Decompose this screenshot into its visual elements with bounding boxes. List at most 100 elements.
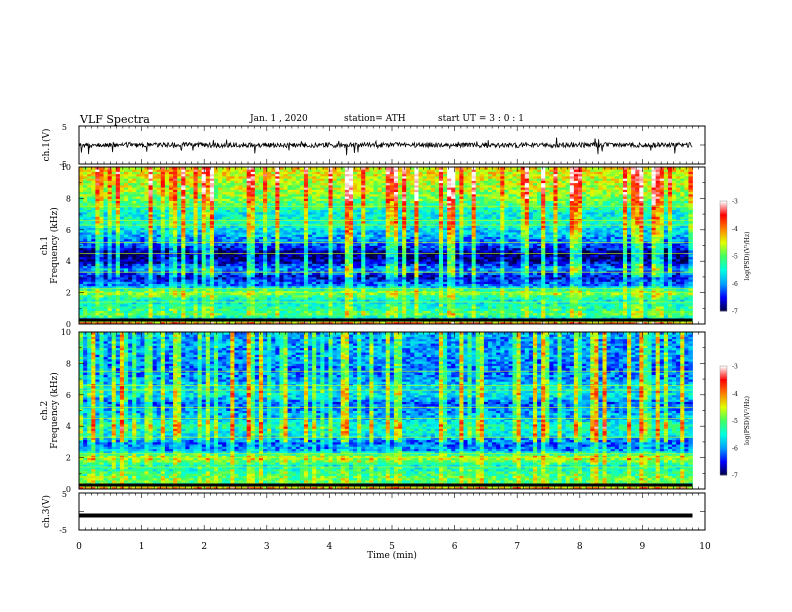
spectrogram-cell	[598, 306, 602, 309]
spectrogram-cell	[296, 297, 300, 300]
spectrogram-cell	[157, 275, 161, 278]
spectrogram-cell	[263, 313, 267, 316]
spectrogram-cell	[664, 313, 668, 316]
spectrogram-cell	[525, 266, 529, 269]
spectrogram-cell	[259, 275, 263, 278]
spectrogram-cell	[672, 259, 676, 262]
spectrogram-cell	[410, 313, 414, 316]
spectrogram-cell	[488, 281, 492, 284]
spectrogram-cell	[513, 266, 517, 269]
spectrogram-cell	[181, 259, 185, 262]
spectrogram-cell	[177, 306, 181, 309]
spectrogram-cell	[386, 306, 390, 309]
spectrogram-cell	[541, 275, 545, 278]
spectrogram-cell	[300, 281, 304, 284]
ch1-waveform-series-line	[79, 138, 692, 156]
spectrogram-cell	[480, 297, 484, 300]
spectrogram-cell	[488, 297, 492, 300]
spectrogram-cell	[230, 275, 234, 278]
spectrogram-cell	[312, 313, 316, 316]
spectrogram-cell	[598, 313, 602, 316]
spectrogram-cell	[185, 297, 189, 300]
spectrogram-cell	[619, 306, 623, 309]
spectrogram-cell	[414, 266, 418, 269]
spectrogram-cell	[517, 266, 521, 269]
spectrogram-cell	[492, 313, 496, 316]
spectrogram-cell	[267, 281, 271, 284]
spectrogram-cell	[439, 275, 443, 278]
spectrogram-cell	[590, 313, 594, 316]
spectrogram-cell	[165, 281, 169, 284]
spectrogram-cell	[149, 275, 153, 278]
spectrogram-cell	[394, 259, 398, 262]
spectrogram-cell	[566, 259, 570, 262]
spectrogram-cell	[484, 281, 488, 284]
spectrogram-cell	[275, 281, 279, 284]
spectrogram-cell	[365, 297, 369, 300]
spectrogram-cell	[463, 259, 467, 262]
spectrogram-cell	[271, 281, 275, 284]
spectrogram-cell	[222, 259, 226, 262]
spectrogram-cell	[431, 306, 435, 309]
spectrogram-cell	[406, 266, 410, 269]
spectrogram-cell	[578, 297, 582, 300]
spectrogram-cell	[324, 313, 328, 316]
spectrogram-cell	[476, 259, 480, 262]
spectrogram-cell	[308, 275, 312, 278]
spectrogram-cell	[365, 313, 369, 316]
spectrogram-cell	[594, 281, 598, 284]
spectrogram-cell	[222, 266, 226, 269]
spectrogram-cell	[496, 313, 500, 316]
spectrogram-cell	[574, 281, 578, 284]
spectrogram-cell	[185, 259, 189, 262]
spectrogram-cell	[226, 259, 230, 262]
spectrogram-cell	[386, 275, 390, 278]
spectrogram-cell	[484, 266, 488, 269]
spectrogram-cell	[288, 297, 292, 300]
spectrogram-cell	[120, 306, 124, 309]
spectrogram-cell	[189, 259, 193, 262]
spectrogram-cell	[165, 313, 169, 316]
spectrogram-cell	[660, 259, 664, 262]
spectrogram-cell	[87, 297, 91, 300]
spectrogram-cell	[91, 313, 95, 316]
spectrogram-cell	[496, 281, 500, 284]
spectrogram-cell	[541, 297, 545, 300]
spectrogram-cell	[108, 297, 112, 300]
spectrogram-cell	[181, 313, 185, 316]
spectrogram-cell	[607, 306, 611, 309]
spectrogram-cell	[623, 266, 627, 269]
spectrogram-cell	[525, 259, 529, 262]
spectrogram-cell	[541, 306, 545, 309]
spectrogram-cell	[275, 306, 279, 309]
spectrogram-cell	[239, 306, 243, 309]
spectrogram-cell	[468, 275, 472, 278]
spectrogram-cell	[177, 266, 181, 269]
spectrogram-cell	[680, 306, 684, 309]
spectrogram-cell	[79, 297, 83, 300]
spectrogram-cell	[459, 275, 463, 278]
spectrogram-cell	[95, 313, 99, 316]
spectrogram-cell	[402, 297, 406, 300]
spectrogram-cell	[402, 281, 406, 284]
spectrogram-cell	[239, 259, 243, 262]
ch1-waveform-panel: 5-5ch.1(V)	[41, 123, 705, 169]
spectrogram-cell	[304, 266, 308, 269]
spectrogram-cell	[431, 266, 435, 269]
spectrogram-cell	[652, 313, 656, 316]
spectrogram-cell	[300, 297, 304, 300]
spectrogram-cell	[271, 306, 275, 309]
spectrogram-cell	[157, 281, 161, 284]
spectrogram-cell	[120, 259, 124, 262]
spectrogram-cell	[120, 313, 124, 316]
spectrogram-cell	[341, 306, 345, 309]
spectrogram-cell	[136, 306, 140, 309]
spectrogram-cell	[607, 281, 611, 284]
spectrogram-cell	[615, 275, 619, 278]
spectrogram-cell	[177, 259, 181, 262]
spectrogram-cell	[124, 297, 128, 300]
spectrogram-cell	[402, 275, 406, 278]
spectrogram-cell	[206, 297, 210, 300]
spectrogram-cell	[157, 266, 161, 269]
spectrogram-cell	[324, 281, 328, 284]
